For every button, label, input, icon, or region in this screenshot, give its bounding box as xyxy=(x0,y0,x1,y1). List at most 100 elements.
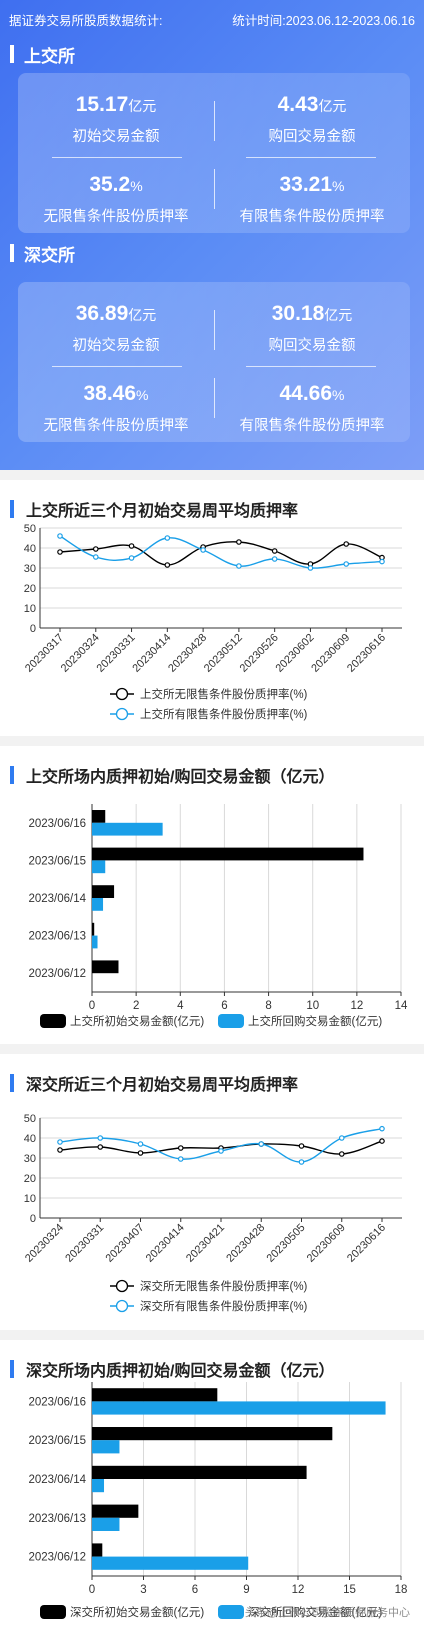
divider xyxy=(214,101,215,141)
szse-rate-chart-panel: 深交所近三个月初始交易周平均质押率 0 10 20 30 40 50 20230324 202… xyxy=(0,1054,424,1330)
bar xyxy=(92,1440,120,1454)
unit: % xyxy=(136,387,149,403)
y-tick-label: 50 xyxy=(24,1113,36,1125)
title-bar xyxy=(10,500,14,518)
data-point xyxy=(177,1145,184,1151)
unit: % xyxy=(332,178,345,194)
divider xyxy=(52,366,182,367)
bar xyxy=(92,922,95,936)
watermark: 头条@上市公司股东质押服务中心 xyxy=(244,1607,410,1619)
data-point xyxy=(307,565,314,571)
data-point xyxy=(343,541,350,547)
title-bar xyxy=(10,45,14,63)
unit: % xyxy=(130,178,143,194)
sse-amount-chart-title: 上交所场内质押初始/购回交易金额（亿元） xyxy=(10,764,334,786)
sse-amount-bar-chart: 0 2 4 6 8 10 12 14 2023/06/16 2023/06/15 2023/06/1… xyxy=(28,804,408,1028)
y-tick-label: 0 xyxy=(30,1213,36,1225)
x-tick-label: 0 xyxy=(89,1584,95,1596)
sse-restricted-rate: 33.21% 有限售条件股份质押率 xyxy=(214,153,410,233)
szse-initial-label: 初始交易金额 xyxy=(72,338,160,354)
sse-title-text: 上交所 xyxy=(24,46,75,66)
title-bar xyxy=(10,1360,14,1378)
x-tick-label: 12 xyxy=(292,1584,305,1596)
data-point xyxy=(218,1148,224,1154)
data-point xyxy=(92,546,99,552)
data-point xyxy=(57,1147,63,1153)
y-tick-label: 40 xyxy=(24,1133,36,1145)
y-tick-label: 2023/06/12 xyxy=(28,968,86,980)
legend-label: 深交所有限售条件股份质押率(%) xyxy=(140,1299,308,1313)
data-point xyxy=(271,556,278,562)
bar xyxy=(92,1401,386,1415)
legend-label: 深交所回购交易金额(亿元) xyxy=(248,1605,382,1619)
y-tick-label: 2023/06/15 xyxy=(28,1435,86,1447)
legend-label: 深交所初始交易金额(亿元) xyxy=(70,1605,204,1619)
y-tick-label: 30 xyxy=(24,1153,36,1165)
legend-marker xyxy=(115,687,129,701)
x-tick-label: 8 xyxy=(265,1000,271,1012)
x-tick-label: 9 xyxy=(243,1584,249,1596)
data-point xyxy=(57,549,63,555)
bar xyxy=(92,1556,249,1570)
x-tick-label: 2 xyxy=(133,1000,139,1012)
data-point xyxy=(164,562,171,568)
sse-initial-value: 15.17 xyxy=(75,93,129,116)
bar xyxy=(92,1465,307,1479)
bar xyxy=(92,1388,218,1402)
y-tick-label: 2023/06/13 xyxy=(28,1513,86,1525)
y-tick-label: 2023/06/15 xyxy=(28,855,86,867)
period-note: 统计时间:2023.06.12-2023.06.16 xyxy=(232,13,415,28)
szse-amount-chart-panel: 深交所场内质押初始/购回交易金额（亿元） 0 3 6 9 12 15 18 2023/06/1… xyxy=(0,1340,424,1631)
y-tick-label: 10 xyxy=(24,1193,36,1205)
szse-section-title: 深交所 xyxy=(10,241,75,265)
unit: % xyxy=(332,387,345,403)
data-point xyxy=(128,555,135,561)
x-tick-label: 3 xyxy=(140,1584,146,1596)
szse-unrestricted-label: 无限售条件股份质押率 xyxy=(43,418,189,434)
x-tick-label: 6 xyxy=(221,1000,227,1012)
data-point xyxy=(379,1125,385,1132)
summary-hero: 据证券交易所股质数据统计: 统计时间:2023.06.12-2023.06.16… xyxy=(0,0,424,470)
legend-swatch xyxy=(40,1605,66,1619)
szse-amount-chart-title: 深交所场内质押初始/购回交易金额（亿元） xyxy=(10,1358,334,1380)
x-tick-label: 20230609 xyxy=(305,1222,348,1265)
data-point xyxy=(57,1139,63,1145)
y-tick-label: 0 xyxy=(30,623,36,635)
data-point xyxy=(236,539,242,545)
y-tick-label: 2023/06/13 xyxy=(28,931,86,943)
y-tick-label: 20 xyxy=(24,583,36,595)
legend-swatch xyxy=(218,1605,244,1619)
data-point xyxy=(343,561,350,567)
bar xyxy=(92,1504,139,1518)
y-tick-label: 40 xyxy=(24,543,36,555)
title-bar xyxy=(10,766,14,784)
sse-section-title: 上交所 xyxy=(10,42,75,66)
legend-label: 上交所无限售条件股份质押率(%) xyxy=(140,687,308,701)
x-tick-label: 20230505 xyxy=(265,1222,308,1265)
unit: 亿元 xyxy=(324,307,353,323)
summary-header: 据证券交易所股质数据统计: 统计时间:2023.06.12-2023.06.16 xyxy=(9,8,415,30)
sse-amount-chart-panel: 上交所场内质押初始/购回交易金额（亿元） 0 2 4 6 8 10 12 14 2023/06/… xyxy=(0,746,424,1044)
sse-summary-card: 15.17亿元 初始交易金额 4.43亿元 购回交易金额 35.2% 无限售条件… xyxy=(18,73,410,233)
legend-swatch xyxy=(218,1014,244,1028)
bar xyxy=(92,898,104,911)
sse-restricted-value: 33.21 xyxy=(279,173,333,196)
legend-swatch xyxy=(40,1014,66,1028)
szse-initial-value: 36.89 xyxy=(75,302,129,325)
sse-buyback-label: 购回交易金额 xyxy=(268,129,356,145)
legend-label: 深交所无限售条件股份质押率(%) xyxy=(140,1279,308,1293)
szse-buyback-label: 购回交易金额 xyxy=(268,338,356,354)
x-tick-label: 20230616 xyxy=(345,632,388,675)
y-tick-label: 2023/06/14 xyxy=(28,1474,86,1486)
bar xyxy=(92,960,119,974)
x-tick-label: 20230331 xyxy=(63,1222,106,1265)
sse-initial-label: 初始交易金额 xyxy=(72,129,160,145)
data-point xyxy=(379,1138,385,1144)
sse-unrestricted-rate: 35.2% 无限售条件股份质押率 xyxy=(18,153,214,233)
szse-unrestricted-rate: 38.46% 无限售条件股份质押率 xyxy=(18,362,214,442)
data-point xyxy=(271,548,278,554)
y-tick-label: 50 xyxy=(24,523,36,535)
sse-rate-chart-panel: 上交所近三个月初始交易周平均质押率 0 10 20 30 40 50 20230317 202… xyxy=(0,480,424,736)
data-point xyxy=(97,1135,104,1141)
chart-title-text: 上交所场内质押初始/购回交易金额（亿元） xyxy=(26,769,335,786)
